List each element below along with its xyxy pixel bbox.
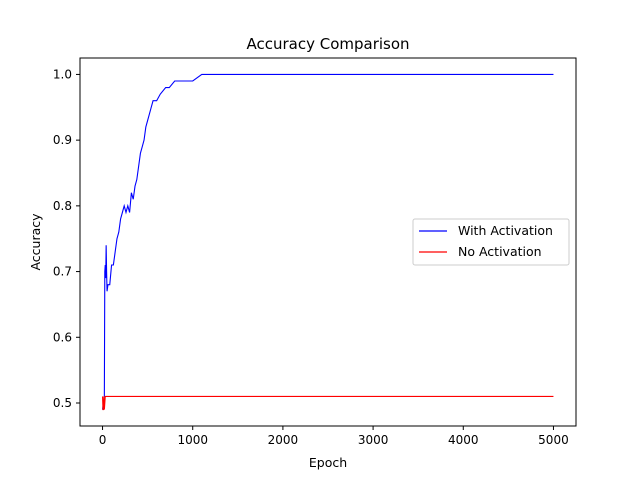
x-tick-label: 0 bbox=[99, 433, 107, 447]
y-tick-label: 0.8 bbox=[53, 199, 72, 213]
series-layer bbox=[102, 73, 554, 411]
legend: With Activation No Activation bbox=[412, 218, 570, 266]
series-line-no-activation bbox=[102, 395, 554, 411]
axes-frame bbox=[79, 57, 577, 427]
x-tick-label: 2000 bbox=[268, 433, 299, 447]
x-tick-label: 5000 bbox=[538, 433, 569, 447]
chart-title: Accuracy Comparison bbox=[246, 35, 409, 53]
series-line-with-activation bbox=[102, 73, 554, 410]
y-tick-label: 0.6 bbox=[53, 330, 72, 344]
x-tick-label: 1000 bbox=[177, 433, 208, 447]
y-tick-label: 0.9 bbox=[53, 133, 72, 147]
y-axis: 0.5 0.6 0.7 0.8 0.9 1.0 bbox=[53, 67, 80, 410]
legend-box bbox=[412, 218, 570, 266]
x-axis: 0 1000 2000 3000 4000 5000 bbox=[99, 426, 569, 447]
legend-label-with-activation: With Activation bbox=[458, 223, 553, 238]
y-axis-label: Accuracy bbox=[28, 213, 43, 271]
y-tick-label: 0.7 bbox=[53, 265, 72, 279]
x-tick-label: 3000 bbox=[358, 433, 389, 447]
x-axis-label: Epoch bbox=[309, 455, 347, 470]
y-tick-label: 1.0 bbox=[53, 67, 72, 81]
x-tick-label: 4000 bbox=[448, 433, 479, 447]
legend-label-no-activation: No Activation bbox=[458, 244, 542, 259]
y-tick-label: 0.5 bbox=[53, 396, 72, 410]
